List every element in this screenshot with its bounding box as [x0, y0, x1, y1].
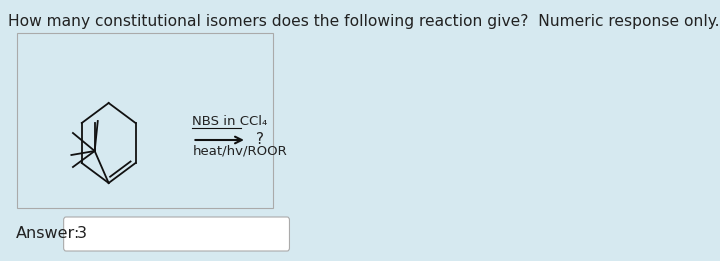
- Text: 3: 3: [77, 227, 87, 241]
- Text: Answer:: Answer:: [16, 227, 80, 241]
- Text: ?: ?: [256, 133, 264, 147]
- Text: How many constitutional isomers does the following reaction give?  Numeric respo: How many constitutional isomers does the…: [8, 14, 719, 29]
- Text: NBS in CCl₄: NBS in CCl₄: [192, 115, 268, 128]
- FancyBboxPatch shape: [17, 33, 273, 208]
- FancyBboxPatch shape: [63, 217, 289, 251]
- Text: heat/hv/ROOR: heat/hv/ROOR: [192, 145, 287, 158]
